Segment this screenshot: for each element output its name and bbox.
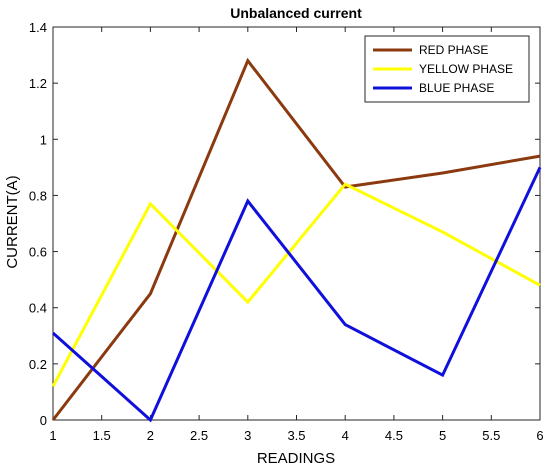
y-axis: 0 0.2 0.4 0.6 0.8 1 1.2 1.4 xyxy=(29,20,540,428)
y-tick-label: 0.8 xyxy=(29,188,47,203)
legend-label-red-phase: RED PHASE xyxy=(419,43,488,57)
legend-label-blue-phase: BLUE PHASE xyxy=(419,81,494,95)
x-tick-label: 6 xyxy=(536,428,543,443)
y-tick-label: 0 xyxy=(40,413,47,428)
x-tick-label: 5.5 xyxy=(482,428,500,443)
x-tick-label: 4.5 xyxy=(385,428,403,443)
y-tick-label: 0.6 xyxy=(29,245,47,260)
x-tick-label: 2 xyxy=(147,428,154,443)
x-axis-label: READINGS xyxy=(257,450,335,467)
series-line-red-phase xyxy=(51,57,541,421)
x-tick-label: 1.5 xyxy=(93,428,111,443)
legend: RED PHASE YELLOW PHASE BLUE PHASE xyxy=(364,35,530,103)
y-tick-label: 1.2 xyxy=(29,76,47,91)
x-axis: 1 1.5 2 2.5 3 3.5 4 4.5 5 5.5 6 xyxy=(49,27,544,443)
series-lines xyxy=(51,57,542,423)
y-tick-label: 0.2 xyxy=(29,357,47,372)
chart-title: Unbalanced current xyxy=(230,5,362,21)
y-axis-label: CURRENT(A) xyxy=(4,175,21,268)
series-line-blue-phase xyxy=(52,166,542,423)
x-tick-label: 5 xyxy=(439,428,446,443)
x-tick-label: 2.5 xyxy=(190,428,208,443)
y-tick-label: 1 xyxy=(40,132,47,147)
y-tick-label: 1.4 xyxy=(29,20,47,35)
series-line-yellow-phase xyxy=(51,182,541,388)
x-tick-label: 3 xyxy=(244,428,251,443)
y-tick-label: 0.4 xyxy=(29,301,47,316)
x-tick-label: 1 xyxy=(49,428,56,443)
x-tick-label: 3.5 xyxy=(287,428,305,443)
legend-label-yellow-phase: YELLOW PHASE xyxy=(419,62,513,76)
x-tick-label: 4 xyxy=(342,428,349,443)
